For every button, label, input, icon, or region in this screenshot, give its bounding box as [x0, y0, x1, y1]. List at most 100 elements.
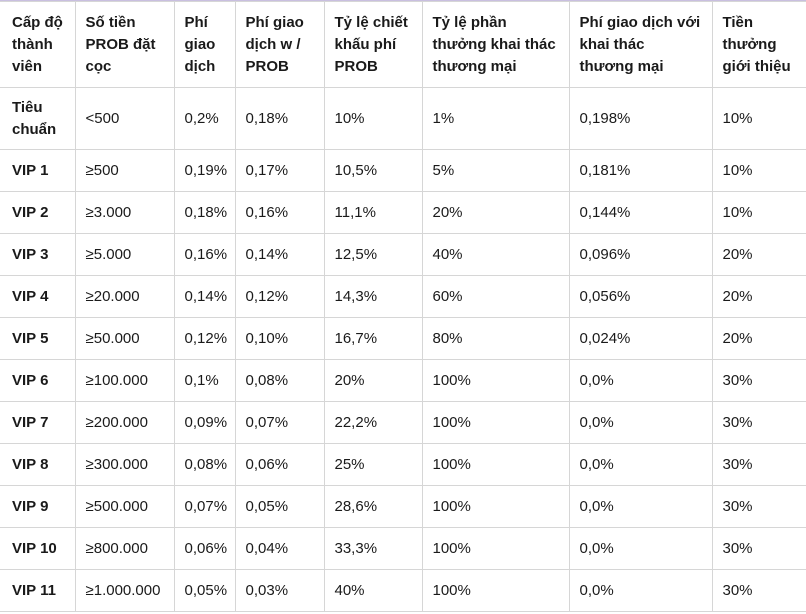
cell-fee-with-mining: 0,181% [568, 149, 713, 192]
cell-member-level: VIP 8 [0, 443, 76, 486]
cell-fee-with-mining: 0,096% [568, 233, 713, 276]
cell-trading-fee: 0,19% [173, 149, 236, 192]
cell-trading-fee: 0,08% [173, 443, 236, 486]
cell-fee-with-mining: 0,0% [568, 401, 713, 444]
cell-mining-reward-rate: 100% [421, 485, 570, 528]
table-row: VIP 2 ≥3.000 0,18% 0,16% 11,1% 20% 0,144% 10% [0, 191, 806, 234]
cell-prob-discount-rate: 10,5% [323, 149, 423, 192]
table-row: VIP 9 ≥500.000 0,07% 0,05% 28,6% 100% 0,0% 30% [0, 485, 806, 528]
cell-deposit-amount: ≥5.000 [74, 233, 175, 276]
cell-mining-reward-rate: 60% [421, 275, 570, 318]
cell-fee-with-prob: 0,07% [234, 401, 325, 444]
cell-deposit-amount: ≥500 [74, 149, 175, 192]
table-row: VIP 11 ≥1.000.000 0,05% 0,03% 40% 100% 0,0% 30% [0, 569, 806, 612]
cell-prob-discount-rate: 12,5% [323, 233, 423, 276]
cell-prob-discount-rate: 28,6% [323, 485, 423, 528]
cell-fee-with-prob: 0,10% [234, 317, 325, 360]
cell-referral-bonus: 10% [711, 149, 806, 192]
cell-mining-reward-rate: 20% [421, 191, 570, 234]
cell-referral-bonus: 20% [711, 317, 806, 360]
cell-referral-bonus: 30% [711, 359, 806, 402]
cell-deposit-amount: ≥100.000 [74, 359, 175, 402]
cell-prob-discount-rate: 20% [323, 359, 423, 402]
cell-prob-discount-rate: 22,2% [323, 401, 423, 444]
cell-deposit-amount: ≥50.000 [74, 317, 175, 360]
header-cell-fee-with-mining: Phí giao dịch với khai thác thương mại [568, 1, 713, 88]
table-row: VIP 4 ≥20.000 0,14% 0,12% 14,3% 60% 0,056% 20% [0, 275, 806, 318]
cell-member-level: VIP 9 [0, 485, 76, 528]
cell-fee-with-mining: 0,024% [568, 317, 713, 360]
cell-mining-reward-rate: 5% [421, 149, 570, 192]
table-row: VIP 5 ≥50.000 0,12% 0,10% 16,7% 80% 0,024% 20% [0, 317, 806, 360]
cell-deposit-amount: ≥20.000 [74, 275, 175, 318]
cell-prob-discount-rate: 11,1% [323, 191, 423, 234]
cell-mining-reward-rate: 100% [421, 443, 570, 486]
cell-trading-fee: 0,2% [173, 87, 236, 150]
table-row: VIP 8 ≥300.000 0,08% 0,06% 25% 100% 0,0% 30% [0, 443, 806, 486]
cell-member-level: VIP 6 [0, 359, 76, 402]
header-cell-trading-fee: Phí giao dịch [173, 1, 236, 88]
cell-mining-reward-rate: 80% [421, 317, 570, 360]
header-cell-referral-bonus: Tiền thưởng giới thiệu [711, 1, 806, 88]
cell-prob-discount-rate: 16,7% [323, 317, 423, 360]
table-body: Tiêu chuẩn <500 0,2% 0,18% 10% 1% 0,198% 10% VIP… [0, 87, 806, 612]
cell-referral-bonus: 30% [711, 401, 806, 444]
table-row: Tiêu chuẩn <500 0,2% 0,18% 10% 1% 0,198% 10% [0, 87, 806, 150]
cell-deposit-amount: ≥200.000 [74, 401, 175, 444]
table-header: Cấp độ thành viên Số tiền PROB đặt cọc P… [0, 1, 806, 88]
table-row: VIP 6 ≥100.000 0,1% 0,08% 20% 100% 0,0% 30% [0, 359, 806, 402]
table-row: VIP 10 ≥800.000 0,06% 0,04% 33,3% 100% 0,0% 30% [0, 527, 806, 570]
cell-fee-with-mining: 0,0% [568, 443, 713, 486]
cell-member-level: VIP 4 [0, 275, 76, 318]
header-row: Cấp độ thành viên Số tiền PROB đặt cọc P… [0, 1, 806, 88]
cell-mining-reward-rate: 40% [421, 233, 570, 276]
cell-referral-bonus: 20% [711, 233, 806, 276]
cell-member-level: VIP 7 [0, 401, 76, 444]
cell-prob-discount-rate: 40% [323, 569, 423, 612]
table-row: VIP 3 ≥5.000 0,16% 0,14% 12,5% 40% 0,096% 20% [0, 233, 806, 276]
cell-member-level: VIP 3 [0, 233, 76, 276]
cell-referral-bonus: 30% [711, 569, 806, 612]
cell-fee-with-mining: 0,0% [568, 569, 713, 612]
cell-fee-with-mining: 0,0% [568, 359, 713, 402]
cell-referral-bonus: 30% [711, 443, 806, 486]
cell-deposit-amount: ≥800.000 [74, 527, 175, 570]
cell-fee-with-mining: 0,0% [568, 527, 713, 570]
cell-deposit-amount: ≥500.000 [74, 485, 175, 528]
cell-deposit-amount: ≥1.000.000 [74, 569, 175, 612]
cell-fee-with-prob: 0,16% [234, 191, 325, 234]
cell-prob-discount-rate: 33,3% [323, 527, 423, 570]
cell-trading-fee: 0,12% [173, 317, 236, 360]
cell-fee-with-prob: 0,14% [234, 233, 325, 276]
header-cell-fee-with-prob: Phí giao dịch w / PROB [234, 1, 325, 88]
cell-mining-reward-rate: 100% [421, 527, 570, 570]
cell-referral-bonus: 20% [711, 275, 806, 318]
cell-member-level: Tiêu chuẩn [0, 87, 76, 150]
cell-mining-reward-rate: 100% [421, 401, 570, 444]
cell-fee-with-prob: 0,04% [234, 527, 325, 570]
cell-prob-discount-rate: 14,3% [323, 275, 423, 318]
cell-referral-bonus: 10% [711, 87, 806, 150]
cell-trading-fee: 0,14% [173, 275, 236, 318]
cell-fee-with-mining: 0,144% [568, 191, 713, 234]
header-cell-prob-discount-rate: Tỷ lệ chiết khấu phí PROB [323, 1, 423, 88]
header-cell-deposit-amount: Số tiền PROB đặt cọc [74, 1, 175, 88]
cell-fee-with-prob: 0,12% [234, 275, 325, 318]
header-cell-mining-reward-rate: Tỷ lệ phần thưởng khai thác thương mại [421, 1, 570, 88]
cell-trading-fee: 0,16% [173, 233, 236, 276]
cell-fee-with-prob: 0,06% [234, 443, 325, 486]
cell-trading-fee: 0,18% [173, 191, 236, 234]
cell-member-level: VIP 10 [0, 527, 76, 570]
cell-trading-fee: 0,1% [173, 359, 236, 402]
cell-fee-with-prob: 0,17% [234, 149, 325, 192]
cell-deposit-amount: ≥300.000 [74, 443, 175, 486]
cell-referral-bonus: 30% [711, 485, 806, 528]
cell-fee-with-mining: 0,0% [568, 485, 713, 528]
cell-fee-with-prob: 0,08% [234, 359, 325, 402]
cell-mining-reward-rate: 100% [421, 569, 570, 612]
cell-prob-discount-rate: 10% [323, 87, 423, 150]
cell-member-level: VIP 1 [0, 149, 76, 192]
cell-deposit-amount: <500 [74, 87, 175, 150]
table-row: VIP 1 ≥500 0,19% 0,17% 10,5% 5% 0,181% 10% [0, 149, 806, 192]
